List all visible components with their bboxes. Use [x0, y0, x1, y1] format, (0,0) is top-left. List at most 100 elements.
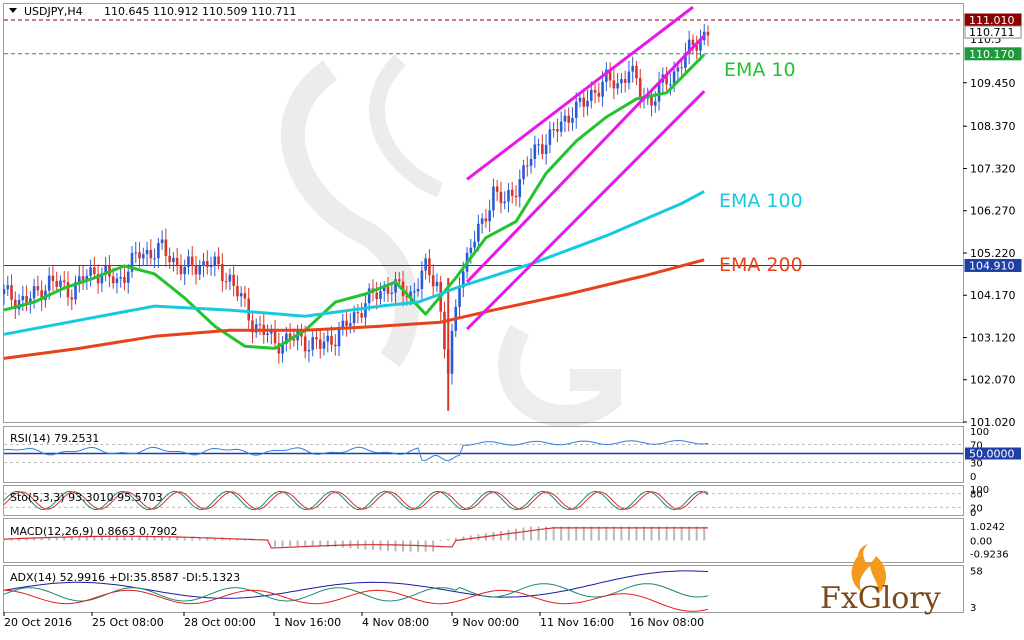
macd-histogram-bar: [560, 526, 563, 541]
price-tick-label: 106.270: [970, 205, 1016, 218]
macd-histogram-bar: [612, 526, 615, 541]
candle-body: [273, 329, 277, 344]
candle-body: [126, 271, 130, 283]
macd-histogram-bar: [409, 540, 412, 552]
candle-body: [699, 40, 702, 51]
time-tick-label: 25 Oct 08:00: [92, 616, 164, 629]
candle-body: [574, 101, 578, 118]
price-badge: [964, 25, 1022, 39]
candle-body: [288, 333, 292, 339]
macd-histogram-bar: [703, 526, 706, 541]
rsi-label: RSI(14) 79.2531: [10, 432, 99, 445]
candle-body: [51, 275, 55, 281]
macd-histogram-bar: [168, 536, 171, 541]
time-tick-label: 1 Nov 16:00: [274, 616, 341, 629]
candle-body: [247, 298, 251, 321]
candle-body: [292, 338, 296, 341]
candle-body: [567, 115, 571, 123]
candle-body: [209, 265, 213, 267]
candle-body: [315, 337, 318, 340]
time-tick-label: 11 Nov 16:00: [540, 616, 614, 629]
candle-body: [59, 280, 62, 287]
adx-tick-label: 58: [970, 566, 983, 577]
candle-body: [349, 323, 352, 326]
macd-histogram-bar: [447, 538, 450, 541]
candle-body: [96, 274, 100, 284]
candle-body: [657, 82, 661, 102]
macd-histogram-bar: [334, 540, 337, 548]
candle-body: [10, 285, 13, 300]
candle-body: [586, 100, 589, 107]
macd-histogram-bar: [221, 537, 224, 541]
candle-body: [428, 258, 431, 276]
candle-body: [285, 333, 288, 344]
candle-body: [77, 276, 81, 282]
macd-histogram-bar: [665, 526, 668, 541]
macd-histogram-bar: [326, 540, 329, 547]
candle-body: [352, 312, 356, 324]
candle-body: [141, 254, 145, 259]
candle-body: [578, 97, 582, 102]
candle-body: [537, 144, 540, 146]
price-tick-label: 102.070: [970, 374, 1016, 387]
macd-histogram-bar: [274, 540, 277, 547]
candle-body: [70, 297, 74, 300]
candle-body: [322, 341, 326, 349]
candle-body: [477, 223, 480, 242]
price-badge-label: 104.910: [969, 259, 1015, 272]
macd-histogram-bar: [605, 526, 608, 541]
candle-body: [29, 298, 32, 305]
rsi-tick-label: 70: [970, 441, 983, 452]
macd-histogram-bar: [492, 532, 495, 541]
candle-body: [525, 165, 529, 167]
rsi-tick-label: 30: [970, 459, 983, 470]
candle-body: [254, 324, 258, 333]
macd-histogram-bar: [319, 540, 322, 547]
macd-histogram-bar: [507, 529, 510, 541]
price-tick-label: 109.450: [970, 77, 1016, 90]
candle-body: [243, 293, 247, 299]
price-badge: [964, 258, 1022, 272]
candle-body: [149, 249, 153, 259]
stoch-k-line: [3, 490, 709, 511]
macd-signal-line: [3, 527, 708, 549]
candle-body: [32, 286, 36, 299]
indicator-panes: [3, 439, 963, 612]
candle-body: [187, 256, 190, 268]
macd-histogram-bar: [18, 537, 21, 541]
macd-histogram-bar: [146, 535, 149, 541]
candle-body: [461, 271, 465, 288]
candle-body: [21, 295, 25, 301]
candle-body: [168, 255, 171, 263]
macd-histogram-bar: [198, 536, 201, 541]
price-badge-label: 110.170: [969, 48, 1015, 61]
macd-histogram-bar: [25, 537, 28, 541]
macd-histogram-bar: [515, 528, 517, 541]
axes: 109.450 108.370 107.320 106.270 105.220 104.1…: [3, 13, 1022, 629]
candle-body: [134, 252, 138, 254]
macd-histogram-bar: [63, 536, 66, 541]
ema10-line: [3, 53, 706, 350]
candle-body: [420, 270, 424, 289]
price-tick-label: 103.120: [970, 331, 1016, 344]
stoch-tick-label: 100: [970, 485, 989, 496]
candle-body: [337, 329, 341, 347]
candle-body: [183, 267, 187, 275]
candle-body: [40, 290, 43, 301]
macd-histogram-bar: [597, 526, 600, 541]
candle-body: [356, 312, 360, 314]
candle-body: [205, 261, 209, 267]
candle-body: [55, 280, 59, 287]
candle-body: [514, 195, 518, 198]
ema200-label: EMA 200: [719, 254, 803, 276]
candle-body: [145, 249, 149, 255]
candle-body: [74, 281, 77, 300]
candle-body: [443, 311, 446, 350]
candle-body: [529, 158, 533, 166]
candle-body: [473, 241, 476, 248]
stoch-label: Sto(5,3,3) 93.3010 95.5703: [10, 491, 163, 504]
chart-symbol: USDJPY,H4: [24, 5, 83, 18]
candle-body: [382, 286, 386, 292]
